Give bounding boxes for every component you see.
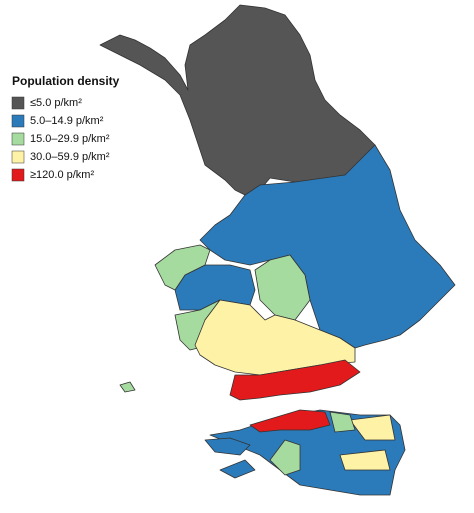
region [249, 409, 331, 433]
region [349, 414, 396, 441]
region [254, 254, 311, 321]
map [99, 4, 456, 496]
region [154, 244, 211, 291]
region [204, 437, 251, 456]
legend-swatch [11, 168, 25, 182]
legend-swatch [11, 132, 25, 146]
legend-label: ≤5.0 p/km² [30, 97, 82, 109]
legend: Population density ≤5.0 p/km² 5.0–14.9 p/… [11, 74, 120, 182]
legend-label: 30.0–59.9 p/km² [30, 151, 110, 163]
region [99, 4, 376, 196]
legend-swatch [11, 96, 25, 110]
region [229, 359, 361, 401]
region [194, 299, 356, 376]
region [329, 411, 356, 433]
region [219, 459, 256, 479]
region [269, 439, 301, 476]
legend-title: Population density [12, 74, 120, 88]
region [199, 144, 456, 349]
legend-swatch [11, 150, 25, 164]
region [119, 381, 136, 393]
legend-swatch [11, 114, 25, 128]
legend-label: ≥120.0 p/km² [30, 169, 94, 181]
legend-label: 5.0–14.9 p/km² [30, 115, 104, 127]
region [339, 449, 391, 471]
legend-label: 15.0–29.9 p/km² [30, 133, 110, 145]
